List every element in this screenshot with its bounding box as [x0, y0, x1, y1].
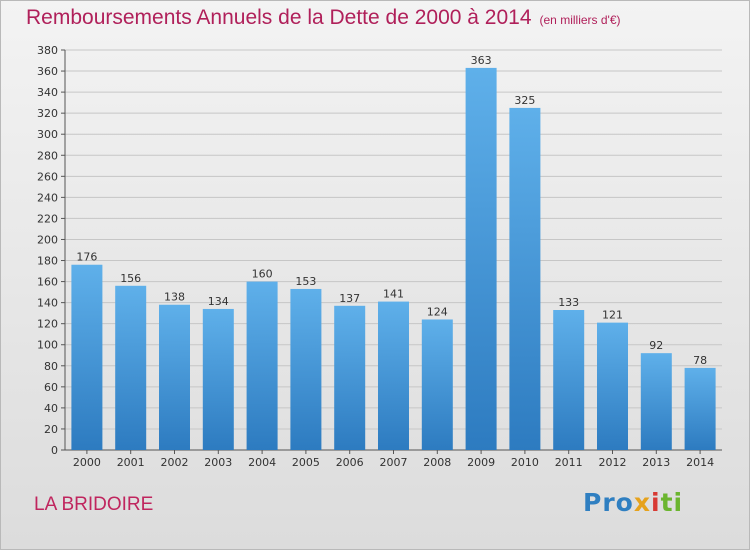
logo-letter: o	[615, 488, 634, 517]
logo-letter: i	[673, 488, 684, 517]
logo-letter: i	[651, 488, 661, 517]
y-tick-label: 180	[37, 255, 58, 268]
y-tick-label: 160	[37, 276, 58, 289]
y-tick-label: 20	[44, 423, 58, 436]
logo-letter: r	[602, 488, 616, 517]
chart-title: Remboursements Annuels de la Dette de 20…	[26, 6, 621, 30]
data-label: 176	[76, 251, 97, 264]
y-tick-label: 340	[37, 86, 58, 99]
data-label: 156	[120, 272, 141, 285]
data-label: 121	[602, 309, 623, 322]
bar	[115, 285, 147, 450]
x-tick-label: 2007	[380, 456, 408, 469]
axis-layer: 0 20 40 60 80 100 120 140 160 180 200 220 240 260 280 3…	[37, 44, 722, 457]
y-tick-label: 380	[37, 44, 58, 57]
data-label: 141	[383, 288, 404, 301]
y-tick-label: 360	[37, 65, 58, 78]
y-tick-label: 120	[37, 318, 58, 331]
y-tick-label: 260	[37, 170, 58, 183]
y-tick-label: 0	[51, 444, 58, 457]
bar	[159, 304, 190, 450]
x-tick-label: 2011	[555, 456, 583, 469]
bar	[465, 67, 497, 450]
bar-layer	[71, 67, 716, 450]
chart-subtitle: (en milliers d'€)	[539, 13, 621, 27]
data-label: 124	[427, 305, 448, 318]
x-tick-label: 2000	[73, 456, 101, 469]
data-label: 325	[514, 94, 535, 107]
x-tick-label: 2003	[204, 456, 232, 469]
data-label: 138	[164, 291, 185, 304]
bar	[684, 367, 716, 450]
bar	[421, 319, 453, 450]
data-label: 160	[252, 268, 273, 281]
label-layer: 2000 176 2001 156 2002 138 2003 134 2004 160 2005 1…	[73, 54, 714, 469]
bar	[640, 353, 672, 450]
bar	[378, 301, 409, 450]
bar	[71, 264, 103, 450]
data-label: 78	[693, 354, 707, 367]
data-label: 92	[649, 339, 663, 352]
data-label: 137	[339, 292, 360, 305]
y-tick-label: 40	[44, 402, 58, 415]
logo-letter: P	[583, 488, 603, 517]
x-tick-label: 2008	[423, 456, 451, 469]
data-label: 134	[208, 295, 229, 308]
logo-letter: t	[660, 488, 674, 517]
chart-title-text: Remboursements Annuels de la Dette de 20…	[26, 6, 532, 29]
y-tick-label: 320	[37, 107, 58, 120]
x-tick-label: 2014	[686, 456, 714, 469]
bar	[553, 310, 585, 450]
data-label: 153	[295, 275, 316, 288]
x-tick-label: 2006	[336, 456, 364, 469]
y-tick-label: 300	[37, 128, 58, 141]
logo-letter: x	[633, 488, 651, 517]
y-tick-label: 280	[37, 149, 58, 162]
bar	[202, 308, 234, 450]
x-tick-label: 2004	[248, 456, 276, 469]
y-tick-label: 80	[44, 360, 58, 373]
proxiti-logo[interactable]: Proxiti	[583, 488, 683, 517]
bar	[290, 288, 322, 450]
x-tick-label: 2012	[599, 456, 627, 469]
bar	[334, 305, 366, 450]
x-tick-label: 2009	[467, 456, 495, 469]
bar	[246, 281, 278, 450]
bar	[597, 322, 628, 450]
y-tick-label: 60	[44, 381, 58, 394]
x-tick-label: 2001	[117, 456, 145, 469]
y-tick-label: 220	[37, 212, 58, 225]
data-label: 133	[558, 296, 579, 309]
y-tick-label: 100	[37, 339, 58, 352]
y-tick-label: 200	[37, 233, 58, 246]
y-tick-label: 240	[37, 191, 58, 204]
y-tick-label: 140	[37, 297, 58, 310]
commune-name: LA BRIDOIRE	[34, 494, 154, 515]
data-label: 363	[471, 54, 492, 67]
x-tick-label: 2005	[292, 456, 320, 469]
x-tick-label: 2013	[642, 456, 670, 469]
x-tick-label: 2010	[511, 456, 539, 469]
bar	[509, 107, 541, 450]
x-tick-label: 2002	[161, 456, 189, 469]
